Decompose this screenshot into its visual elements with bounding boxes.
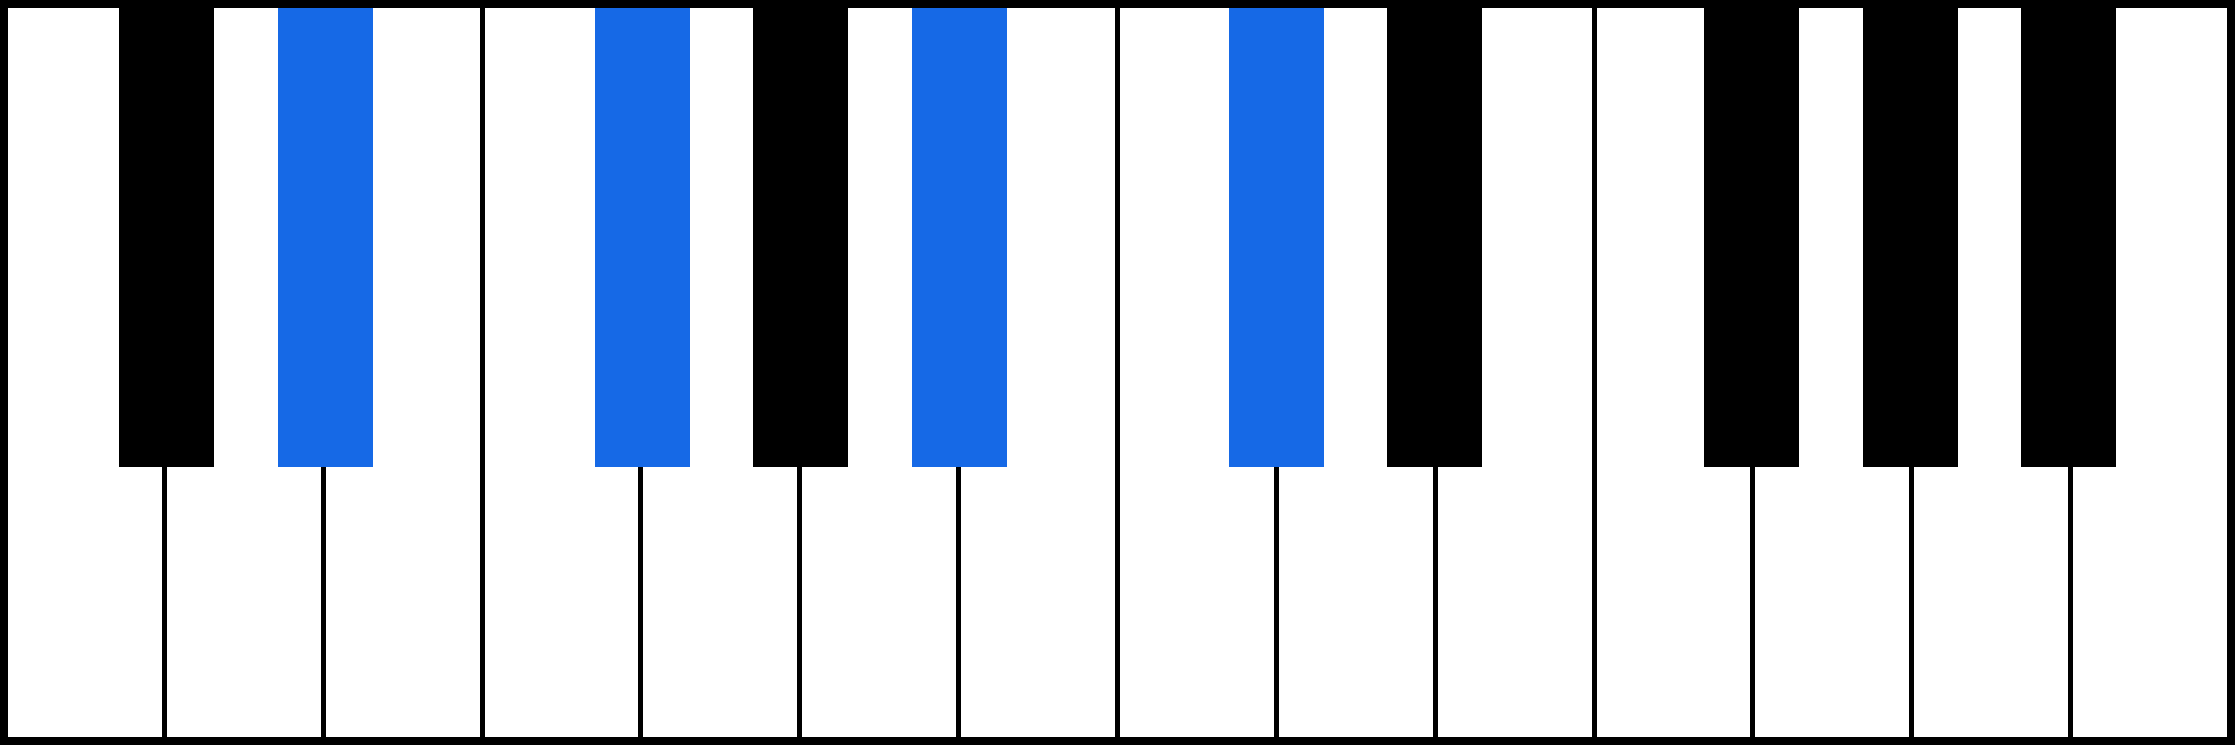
piano-keyboard bbox=[0, 0, 2235, 745]
black-key-fsharp-7 bbox=[1704, 8, 1799, 467]
black-key-asharp-9 bbox=[2021, 8, 2116, 467]
black-key-dsharp-1 bbox=[278, 8, 373, 467]
black-key-asharp-4 bbox=[912, 8, 1007, 467]
black-key-gsharp-8 bbox=[1863, 8, 1958, 467]
black-key-csharp-0 bbox=[119, 8, 214, 467]
black-key-gsharp-3 bbox=[753, 8, 848, 467]
black-key-fsharp-2 bbox=[595, 8, 690, 467]
black-key-csharp-5 bbox=[1229, 8, 1324, 467]
black-key-dsharp-6 bbox=[1387, 8, 1482, 467]
